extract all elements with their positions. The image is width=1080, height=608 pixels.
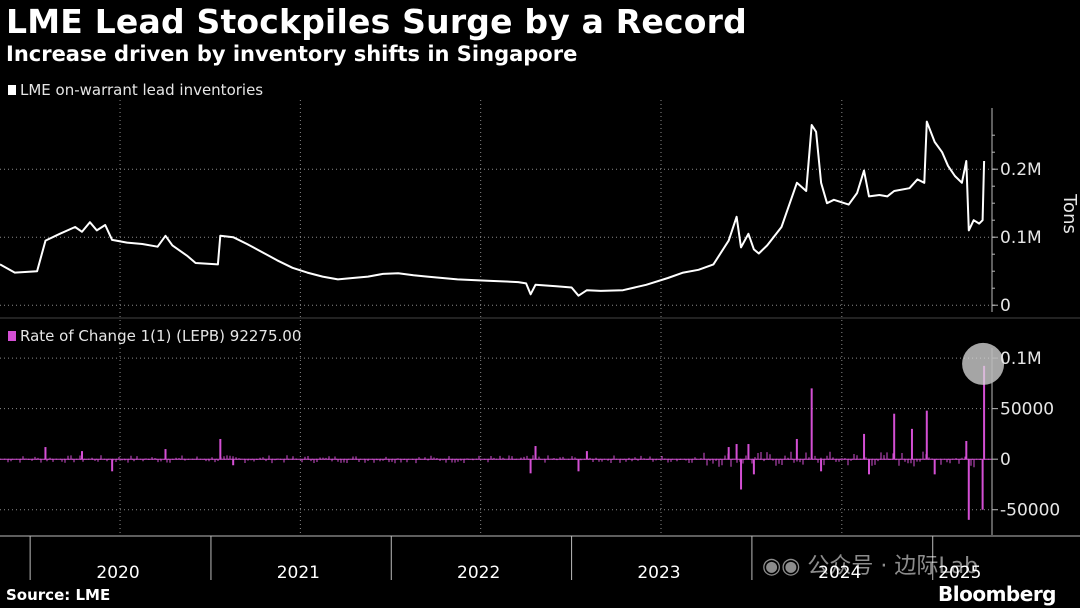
watermark-text: 公众号 · 边际Lab — [807, 554, 979, 579]
x-tick-label: 2022 — [457, 563, 500, 583]
legend-swatch-inventories — [8, 85, 16, 95]
y-tick-label: 0.1M — [1000, 228, 1042, 248]
source-note: Source: LME — [6, 586, 111, 604]
inventory-series-line — [0, 120, 986, 297]
legend-label-roc: Rate of Change 1(1) (LEPB) 92275.00 — [20, 327, 302, 345]
legend-rate-of-change: Rate of Change 1(1) (LEPB) 92275.00 — [8, 327, 301, 345]
bloomberg-logo: Bloomberg — [938, 582, 1056, 606]
y-tick-label: 50000 — [1000, 400, 1054, 420]
chart-axes: 0 0.1M 0.2M -50000 0 50000 0.1M 2020 2021 2022 202… — [0, 108, 1080, 583]
watermark: ◉◉ 公众号 · 边际Lab — [762, 548, 978, 580]
chart-subtitle: Increase driven by inventory shifts in S… — [6, 42, 578, 66]
x-tick-label: 2020 — [96, 563, 139, 583]
x-tick-label: 2025 — [938, 563, 981, 583]
x-tick-label: 2021 — [277, 563, 320, 583]
x-tick-label: 2023 — [637, 563, 680, 583]
legend-label-inventories: LME on-warrant lead inventories — [20, 81, 264, 99]
y-tick-label: 0.1M — [1000, 349, 1042, 369]
y-tick-label: 0 — [1000, 450, 1011, 470]
y-tick-label: -50000 — [1000, 501, 1060, 521]
y-axis-label: Tons — [1059, 193, 1080, 234]
latest-value-highlight — [962, 342, 1005, 385]
legend-inventories: LME on-warrant lead inventories — [8, 81, 263, 99]
wechat-icon: ◉◉ — [762, 554, 801, 579]
x-tick-label: 2024 — [818, 563, 861, 583]
chart-title: LME Lead Stockpiles Surge by a Record — [6, 2, 747, 41]
y-tick-label: 0.2M — [1000, 160, 1042, 180]
y-tick-label: 0 — [1000, 296, 1011, 316]
chart-marks — [0, 120, 1005, 520]
legend-swatch-roc — [8, 331, 16, 341]
